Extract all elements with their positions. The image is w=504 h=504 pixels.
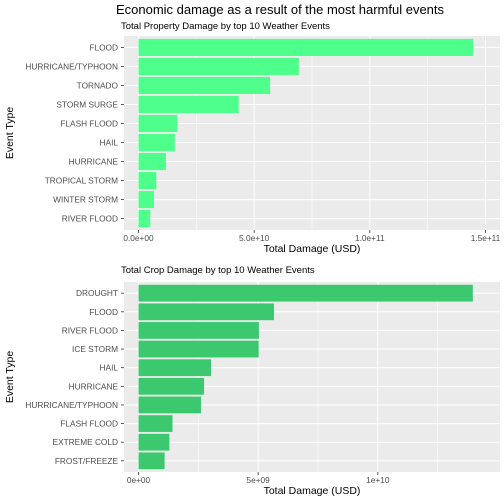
property-y-axis-title: Event Type (4, 107, 16, 160)
property-x-tick-label: 0.0e+00 (123, 233, 154, 243)
crop-chart-title: Total Crop Damage by top 10 Weather Even… (121, 265, 315, 276)
crop-bar (138, 433, 170, 451)
crop-bar (138, 284, 473, 302)
crop-bar (138, 322, 259, 339)
crop-y-tick-label: FLASH FLOOD (60, 419, 118, 429)
crop-y-tick-label: ICE STORM (72, 344, 118, 354)
property-y-tick-label: RIVER FLOOD (62, 214, 118, 224)
property-bar (138, 133, 175, 152)
property-bar (138, 152, 167, 171)
crop-x-tick-label: 0e+00 (127, 475, 151, 485)
property-bar (138, 38, 474, 56)
crop-bar (138, 415, 173, 432)
property-bar (138, 114, 178, 133)
crop-x-tick-label: 5e+09 (246, 475, 270, 485)
property-y-tick-label: TROPICAL STORM (45, 176, 118, 186)
property-y-tick-label: STORM SURGE (56, 99, 118, 109)
property-x-tick-label: 1.0e+11 (355, 233, 385, 243)
property-x-axis-title: Total Damage (USD) (264, 243, 361, 255)
crop-y-tick-label: DROUGHT (76, 288, 118, 298)
property-y-tick-label: HAIL (100, 138, 119, 148)
figure-title: Economic damage as a result of the most … (116, 2, 445, 17)
crop-bar (138, 396, 201, 414)
crop-damage-chart: Total Crop Damage by top 10 Weather Even… (4, 265, 500, 497)
crop-y-tick-label: HAIL (100, 363, 119, 373)
property-y-tick-label: FLOOD (89, 42, 118, 52)
crop-y-tick-label: HURRICANE (69, 381, 119, 391)
property-damage-chart: Total Property Damage by top 10 Weather … (4, 21, 501, 255)
property-bar (138, 171, 157, 190)
property-bar (138, 95, 239, 114)
crop-bar (138, 377, 205, 395)
crop-bar (138, 452, 165, 470)
property-bar (138, 76, 271, 95)
property-bar (138, 57, 299, 75)
crop-y-tick-label: RIVER FLOOD (62, 325, 118, 335)
property-y-tick-label: HURRICANE/TYPHOON (25, 61, 118, 71)
crop-y-axis-title: Event Type (4, 351, 16, 404)
property-y-tick-label: TORNADO (77, 80, 119, 90)
property-x-tick-label: 5.0e+10 (239, 233, 270, 243)
crop-y-tick-label: FLOOD (89, 307, 118, 317)
property-bar (138, 191, 154, 209)
property-y-tick-label: FLASH FLOOD (60, 118, 118, 128)
crop-y-tick-label: EXTREME COLD (53, 437, 118, 447)
crop-bar (138, 340, 259, 358)
crop-bar (138, 359, 212, 377)
property-bar (138, 210, 151, 228)
property-y-tick-label: HURRICANE (69, 157, 119, 167)
crop-y-tick-label: FROST/FREEZE (55, 456, 119, 466)
crop-x-tick-label: 1e+10 (366, 475, 390, 485)
property-y-tick-label: WINTER STORM (53, 195, 118, 205)
crop-bar (138, 303, 274, 321)
crop-y-tick-label: HURRICANE/TYPHOON (25, 400, 118, 410)
property-chart-title: Total Property Damage by top 10 Weather … (121, 21, 330, 32)
crop-x-axis-title: Total Damage (USD) (264, 485, 361, 497)
property-x-tick-label: 1.5e+11 (471, 233, 501, 243)
